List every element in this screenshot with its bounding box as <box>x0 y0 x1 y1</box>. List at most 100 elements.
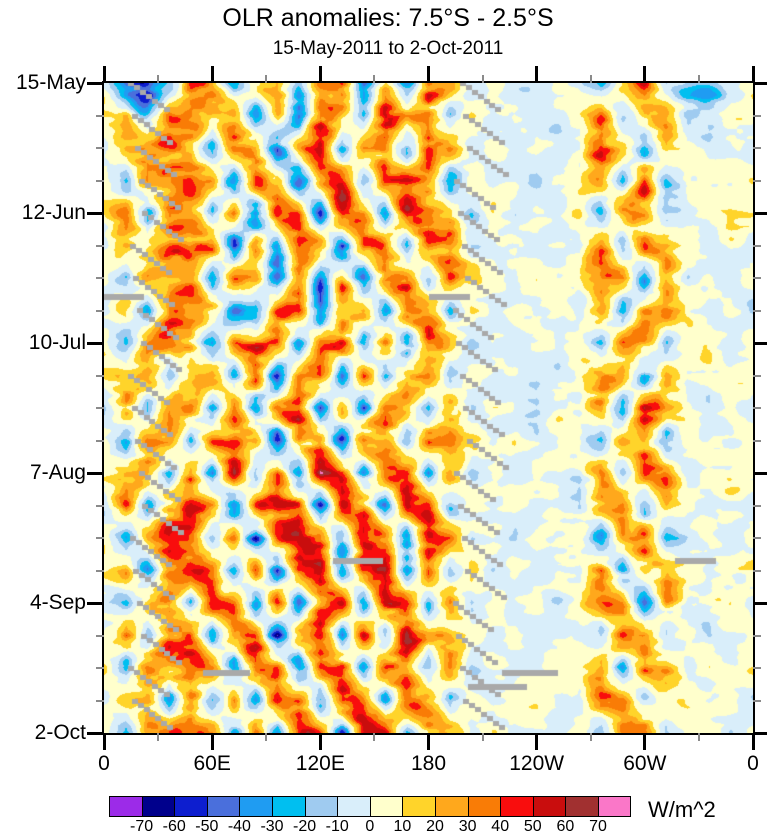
y-axis-right-minor-tick <box>753 114 761 117</box>
x-axis-minor-tick <box>373 733 376 741</box>
y-axis-label: 2-Oct <box>34 721 86 744</box>
colorbar-level-label: -40 <box>227 818 251 834</box>
x-axis-minor-tick <box>265 733 268 741</box>
colorbar-level-label: -60 <box>162 818 186 834</box>
y-axis-minor-tick <box>96 114 104 117</box>
y-axis-right-major-tick <box>753 211 767 215</box>
colorbar-segment <box>337 796 370 817</box>
x-axis-top-minor-tick <box>481 75 484 83</box>
y-axis-right-minor-tick <box>753 667 761 669</box>
x-axis-minor-tick <box>589 733 592 741</box>
y-axis-right-minor-tick <box>753 407 761 409</box>
y-axis-minor-tick <box>96 277 104 279</box>
colorbar-level-label: -20 <box>293 818 317 834</box>
y-axis-right-major-tick <box>753 471 767 475</box>
y-axis-right-minor-tick <box>753 569 761 572</box>
colorbar-segment <box>369 796 403 817</box>
y-axis-major-tick <box>87 211 104 215</box>
colorbar-level-label: -30 <box>260 818 284 834</box>
y-axis-right-minor-tick <box>753 179 761 182</box>
colorbar-segment <box>174 796 207 817</box>
x-axis-minor-tick <box>481 733 484 741</box>
colorbar-segment <box>500 796 533 817</box>
y-axis-minor-tick <box>96 667 104 669</box>
y-axis-right-minor-tick <box>753 537 761 539</box>
x-axis-label: 0 <box>98 752 110 775</box>
y-axis-minor-tick <box>96 179 104 182</box>
y-axis-right-minor-tick <box>753 309 761 312</box>
y-axis-label: 15-May <box>15 71 86 94</box>
y-axis-major-tick <box>87 731 104 735</box>
colorbar-level-label: 20 <box>426 818 444 834</box>
colorbar-level-label: 0 <box>365 818 375 834</box>
colorbar-segment <box>434 796 468 817</box>
y-axis-right-minor-tick <box>753 504 761 507</box>
x-axis-top-major-tick <box>535 66 539 83</box>
x-axis-top-major-tick <box>751 66 755 83</box>
y-axis-minor-tick <box>96 504 104 507</box>
colorbar-segment <box>402 796 435 817</box>
y-axis-label: 4-Sep <box>29 591 86 614</box>
colorbar-segment <box>141 796 175 817</box>
y-axis-minor-tick <box>96 569 104 572</box>
y-axis-minor-tick <box>96 309 104 312</box>
colorbar <box>109 796 631 817</box>
y-axis-right-minor-tick <box>753 374 761 377</box>
y-axis-label: 12-Jun <box>21 201 86 224</box>
colorbar-segment <box>304 796 338 817</box>
y-axis-right-minor-tick <box>753 699 761 702</box>
colorbar-units-label: W/m^2 <box>648 797 716 822</box>
colorbar-segment <box>239 796 272 817</box>
x-axis-label: 120W <box>509 752 565 775</box>
y-axis-right-minor-tick <box>753 244 761 247</box>
colorbar-level-label: 40 <box>491 818 510 834</box>
y-axis-right-major-tick <box>753 81 767 85</box>
y-axis-label: 10-Jul <box>28 331 86 354</box>
hovmoller-field-canvas <box>104 83 753 733</box>
y-axis-minor-tick <box>96 407 104 409</box>
x-axis-minor-tick <box>697 733 700 741</box>
x-axis-major-tick <box>318 733 322 750</box>
colorbar-segment <box>532 796 566 817</box>
y-axis-right-minor-tick <box>753 439 761 442</box>
x-axis-top-minor-tick <box>589 75 592 83</box>
colorbar-segment <box>271 796 305 817</box>
x-axis-label: 60E <box>193 752 231 775</box>
x-axis-major-tick <box>102 733 106 750</box>
x-axis-major-tick <box>643 733 647 750</box>
y-axis-minor-tick <box>96 634 104 637</box>
colorbar-level-label: 10 <box>393 818 412 834</box>
y-axis-right-minor-tick <box>753 277 761 279</box>
y-axis-minor-tick <box>96 374 104 377</box>
x-axis-top-major-tick <box>643 66 647 83</box>
y-axis-right-minor-tick <box>753 634 761 637</box>
x-axis-label: 180 <box>410 752 447 775</box>
y-axis-label: 7-Aug <box>29 461 86 484</box>
y-axis-major-tick <box>87 601 104 605</box>
x-axis-top-major-tick <box>210 66 214 83</box>
x-axis-label: 60W <box>623 752 667 775</box>
colorbar-level-label: 70 <box>589 818 607 834</box>
y-axis-minor-tick <box>96 537 104 539</box>
colorbar-segment <box>597 796 631 817</box>
y-axis-minor-tick <box>96 699 104 702</box>
colorbar-level-label: 30 <box>458 818 477 834</box>
y-axis-major-tick <box>87 471 104 475</box>
colorbar-segment <box>109 796 142 817</box>
y-axis-minor-tick <box>96 244 104 247</box>
colorbar-segment <box>206 796 240 817</box>
y-axis-minor-tick <box>96 147 104 149</box>
x-axis-top-minor-tick <box>373 75 376 83</box>
y-axis-right-minor-tick <box>753 147 761 149</box>
x-axis-top-major-tick <box>427 66 430 83</box>
y-axis-right-major-tick <box>753 731 767 735</box>
y-axis-major-tick <box>87 341 104 345</box>
x-axis-top-minor-tick <box>265 75 268 83</box>
y-axis-right-major-tick <box>753 341 767 345</box>
y-axis-minor-tick <box>96 439 104 442</box>
colorbar-level-label: -10 <box>325 818 349 834</box>
x-axis-major-tick <box>427 733 430 750</box>
chart-title: OLR anomalies: 7.5°S - 2.5°S <box>222 4 554 32</box>
x-axis-label: 0 <box>747 752 759 775</box>
